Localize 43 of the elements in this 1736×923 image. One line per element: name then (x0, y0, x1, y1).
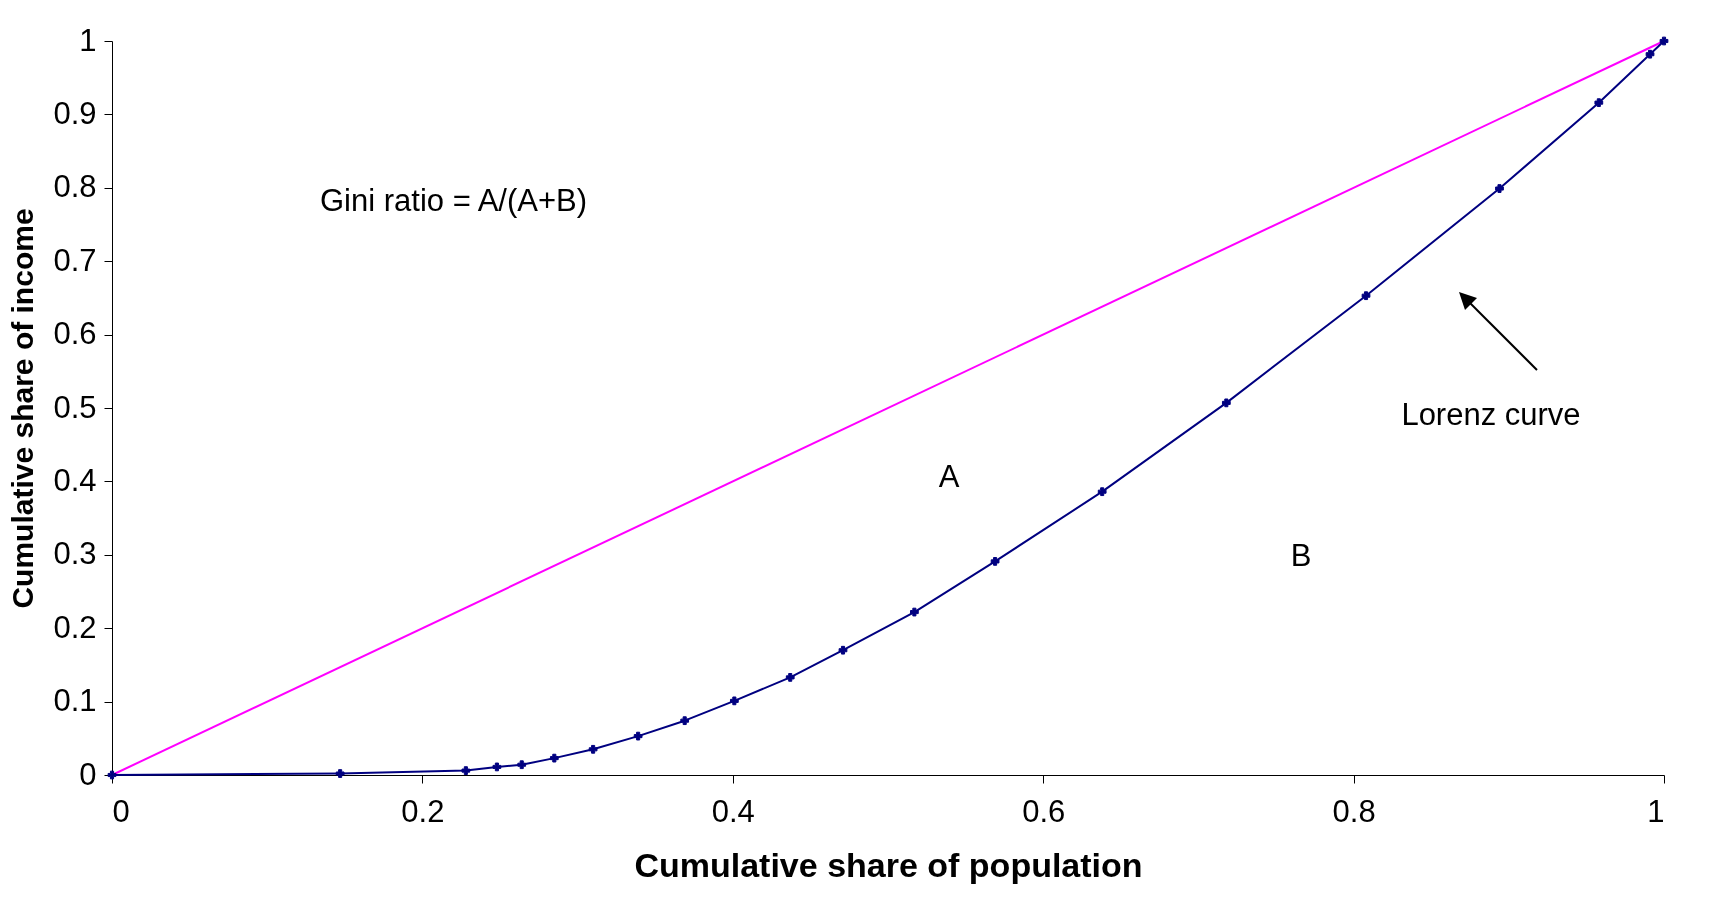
point (1594, 98, 1604, 108)
point (1659, 36, 1669, 46)
y-tick-label: 0.2 (53, 609, 97, 645)
x-tick-label: 0 (112, 793, 130, 829)
point (335, 769, 345, 778)
y-tick-label: 0.9 (53, 95, 97, 131)
point (910, 607, 919, 617)
y-tick-label: 0 (79, 756, 97, 792)
point (680, 716, 690, 726)
point (838, 645, 848, 655)
point (785, 673, 795, 682)
y-tick-label: 0.8 (53, 169, 97, 205)
point (633, 731, 643, 741)
annotation: B (1290, 538, 1312, 573)
annotation: Lorenz curve (1401, 397, 1581, 432)
point (492, 762, 502, 772)
point (990, 557, 1000, 566)
y-axis-title: Cumulative share of income (6, 208, 40, 609)
point (1221, 398, 1231, 408)
y-tick-label: 0.1 (53, 683, 97, 719)
point (549, 753, 559, 763)
point (588, 744, 598, 754)
point (1097, 487, 1107, 497)
x-tick-label: 0.6 (1022, 793, 1066, 829)
y-tick-label: 1 (79, 22, 97, 58)
point (1645, 49, 1655, 59)
point (1495, 184, 1504, 193)
x-tick-label: 1 (1647, 793, 1665, 829)
y-tick-label: 0.6 (53, 316, 97, 352)
x-tick-label: 0.8 (1332, 793, 1376, 829)
annotation: Gini ratio = A/(A+B) (320, 183, 588, 218)
y-tick-label: 0.5 (53, 389, 97, 425)
y-tick-label: 0.3 (53, 536, 97, 572)
x-tick-label: 0.4 (711, 793, 755, 829)
y-tick-label: 0.4 (53, 462, 97, 498)
point (729, 696, 739, 706)
x-tick-label: 0.2 (401, 793, 445, 829)
x-axis-title: Cumulative share of population (634, 845, 1143, 884)
annotation: A (938, 459, 960, 494)
point (517, 760, 527, 770)
point (461, 766, 471, 775)
point (1361, 291, 1371, 301)
y-tick-label: 0.7 (53, 242, 97, 278)
